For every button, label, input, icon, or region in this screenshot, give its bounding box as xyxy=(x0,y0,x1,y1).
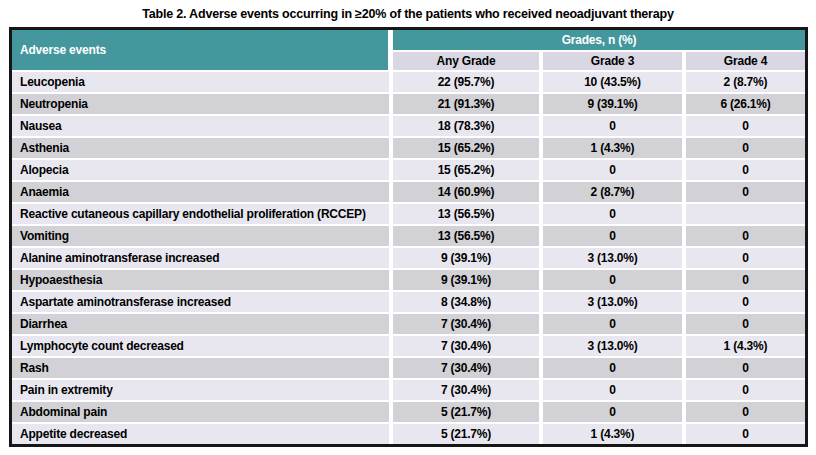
any-grade-value: 7 (30.4%) xyxy=(393,314,539,334)
grade-4-value: 0 xyxy=(686,226,805,246)
adverse-event-label: Alanine aminotransferase increased xyxy=(12,248,389,268)
grade-4-value: 0 xyxy=(686,424,805,444)
table-row: Anaemia 14 (60.9%) 2 (8.7%) 0 xyxy=(12,182,805,202)
adverse-event-label: Asthenia xyxy=(12,138,389,158)
grade-3-value: 9 (39.1%) xyxy=(543,94,682,114)
adverse-event-label: Appetite decreased xyxy=(12,424,389,444)
adverse-event-label: Neutropenia xyxy=(12,94,389,114)
grade-3-value: 3 (13.0%) xyxy=(543,336,682,356)
table-row: Diarrhea 7 (30.4%) 0 0 xyxy=(12,314,805,334)
column-header-grade-3: Grade 3 xyxy=(543,52,682,70)
any-grade-value: 9 (39.1%) xyxy=(393,248,539,268)
adverse-event-label: Nausea xyxy=(12,116,389,136)
grade-3-value: 0 xyxy=(543,204,682,224)
adverse-event-label: Vomiting xyxy=(12,226,389,246)
grades-header-group: Grades, n (%) Any Grade Grade 3 Grade 4 xyxy=(393,30,805,70)
any-grade-value: 18 (78.3%) xyxy=(393,116,539,136)
grade-3-value: 0 xyxy=(543,380,682,400)
any-grade-value: 5 (21.7%) xyxy=(393,424,539,444)
column-header-any-grade: Any Grade xyxy=(393,52,539,70)
grade-4-value: 0 xyxy=(686,402,805,422)
grade-3-value: 1 (4.3%) xyxy=(543,138,682,158)
any-grade-value: 9 (39.1%) xyxy=(393,270,539,290)
table-row: Asthenia 15 (65.2%) 1 (4.3%) 0 xyxy=(12,138,805,158)
any-grade-value: 13 (56.5%) xyxy=(393,226,539,246)
column-header-grade-4: Grade 4 xyxy=(686,52,805,70)
table-row: Abdominal pain 5 (21.7%) 0 0 xyxy=(12,402,805,422)
table-row: Neutropenia 21 (91.3%) 9 (39.1%) 6 (26.1… xyxy=(12,94,805,114)
grade-3-value: 0 xyxy=(543,226,682,246)
column-group-header-grades: Grades, n (%) xyxy=(393,30,805,50)
adverse-event-label: Abdominal pain xyxy=(12,402,389,422)
any-grade-value: 7 (30.4%) xyxy=(393,336,539,356)
table-row: Reactive cutaneous capillary endothelial… xyxy=(12,204,805,224)
adverse-event-label: Hypoaesthesia xyxy=(12,270,389,290)
grade-4-value xyxy=(686,204,805,224)
table-row: Hypoaesthesia 9 (39.1%) 0 0 xyxy=(12,270,805,290)
adverse-event-label: Lymphocyte count decreased xyxy=(12,336,389,356)
grade-4-value: 0 xyxy=(686,358,805,378)
grade-4-value: 0 xyxy=(686,248,805,268)
adverse-event-label: Pain in extremity xyxy=(12,380,389,400)
adverse-event-label: Anaemia xyxy=(12,182,389,202)
any-grade-value: 7 (30.4%) xyxy=(393,380,539,400)
grade-3-value: 2 (8.7%) xyxy=(543,182,682,202)
adverse-event-label: Reactive cutaneous capillary endothelial… xyxy=(12,204,389,224)
table-caption: Table 2. Adverse events occurring in ≥20… xyxy=(0,7,816,21)
grade-3-value: 10 (43.5%) xyxy=(543,72,682,92)
grade-3-value: 3 (13.0%) xyxy=(543,292,682,312)
grade-4-value: 0 xyxy=(686,116,805,136)
table-row: Appetite decreased 5 (21.7%) 1 (4.3%) 0 xyxy=(12,424,805,444)
any-grade-value: 14 (60.9%) xyxy=(393,182,539,202)
page: Table 2. Adverse events occurring in ≥20… xyxy=(0,0,816,455)
grade-3-value: 0 xyxy=(543,358,682,378)
table-row: Nausea 18 (78.3%) 0 0 xyxy=(12,116,805,136)
any-grade-value: 15 (65.2%) xyxy=(393,138,539,158)
any-grade-value: 7 (30.4%) xyxy=(393,358,539,378)
table-row: Alanine aminotransferase increased 9 (39… xyxy=(12,248,805,268)
adverse-event-label: Alopecia xyxy=(12,160,389,180)
grade-4-value: 0 xyxy=(686,182,805,202)
grade-4-value: 0 xyxy=(686,380,805,400)
grade-4-value: 0 xyxy=(686,292,805,312)
adverse-event-label: Leucopenia xyxy=(12,72,389,92)
adverse-event-label: Diarrhea xyxy=(12,314,389,334)
table-row: Aspartate aminotransferase increased 8 (… xyxy=(12,292,805,312)
table-header: Adverse events Grades, n (%) Any Grade G… xyxy=(12,30,805,70)
grade-4-value: 0 xyxy=(686,160,805,180)
grade-4-value: 2 (8.7%) xyxy=(686,72,805,92)
grade-4-value: 6 (26.1%) xyxy=(686,94,805,114)
grade-3-value: 3 (13.0%) xyxy=(543,248,682,268)
grade-4-value: 0 xyxy=(686,138,805,158)
any-grade-value: 13 (56.5%) xyxy=(393,204,539,224)
grade-3-value: 0 xyxy=(543,402,682,422)
any-grade-value: 22 (95.7%) xyxy=(393,72,539,92)
table-row: Alopecia 15 (65.2%) 0 0 xyxy=(12,160,805,180)
grade-3-value: 0 xyxy=(543,314,682,334)
grade-3-value: 0 xyxy=(543,270,682,290)
grade-3-value: 0 xyxy=(543,116,682,136)
adverse-event-label: Rash xyxy=(12,358,389,378)
grade-4-value: 0 xyxy=(686,270,805,290)
sub-header-row: Any Grade Grade 3 Grade 4 xyxy=(393,52,805,70)
any-grade-value: 21 (91.3%) xyxy=(393,94,539,114)
grade-4-value: 1 (4.3%) xyxy=(686,336,805,356)
any-grade-value: 15 (65.2%) xyxy=(393,160,539,180)
adverse-events-table: Adverse events Grades, n (%) Any Grade G… xyxy=(9,27,808,447)
column-header-adverse-events: Adverse events xyxy=(12,30,388,70)
table-body: Leucopenia 22 (95.7%) 10 (43.5%) 2 (8.7%… xyxy=(12,72,805,444)
grade-3-value: 0 xyxy=(543,160,682,180)
table-row: Lymphocyte count decreased 7 (30.4%) 3 (… xyxy=(12,336,805,356)
table-row: Vomiting 13 (56.5%) 0 0 xyxy=(12,226,805,246)
any-grade-value: 8 (34.8%) xyxy=(393,292,539,312)
adverse-event-label: Aspartate aminotransferase increased xyxy=(12,292,389,312)
grade-4-value: 0 xyxy=(686,314,805,334)
table-row: Rash 7 (30.4%) 0 0 xyxy=(12,358,805,378)
table-row: Leucopenia 22 (95.7%) 10 (43.5%) 2 (8.7%… xyxy=(12,72,805,92)
grade-3-value: 1 (4.3%) xyxy=(543,424,682,444)
any-grade-value: 5 (21.7%) xyxy=(393,402,539,422)
table-row: Pain in extremity 7 (30.4%) 0 0 xyxy=(12,380,805,400)
